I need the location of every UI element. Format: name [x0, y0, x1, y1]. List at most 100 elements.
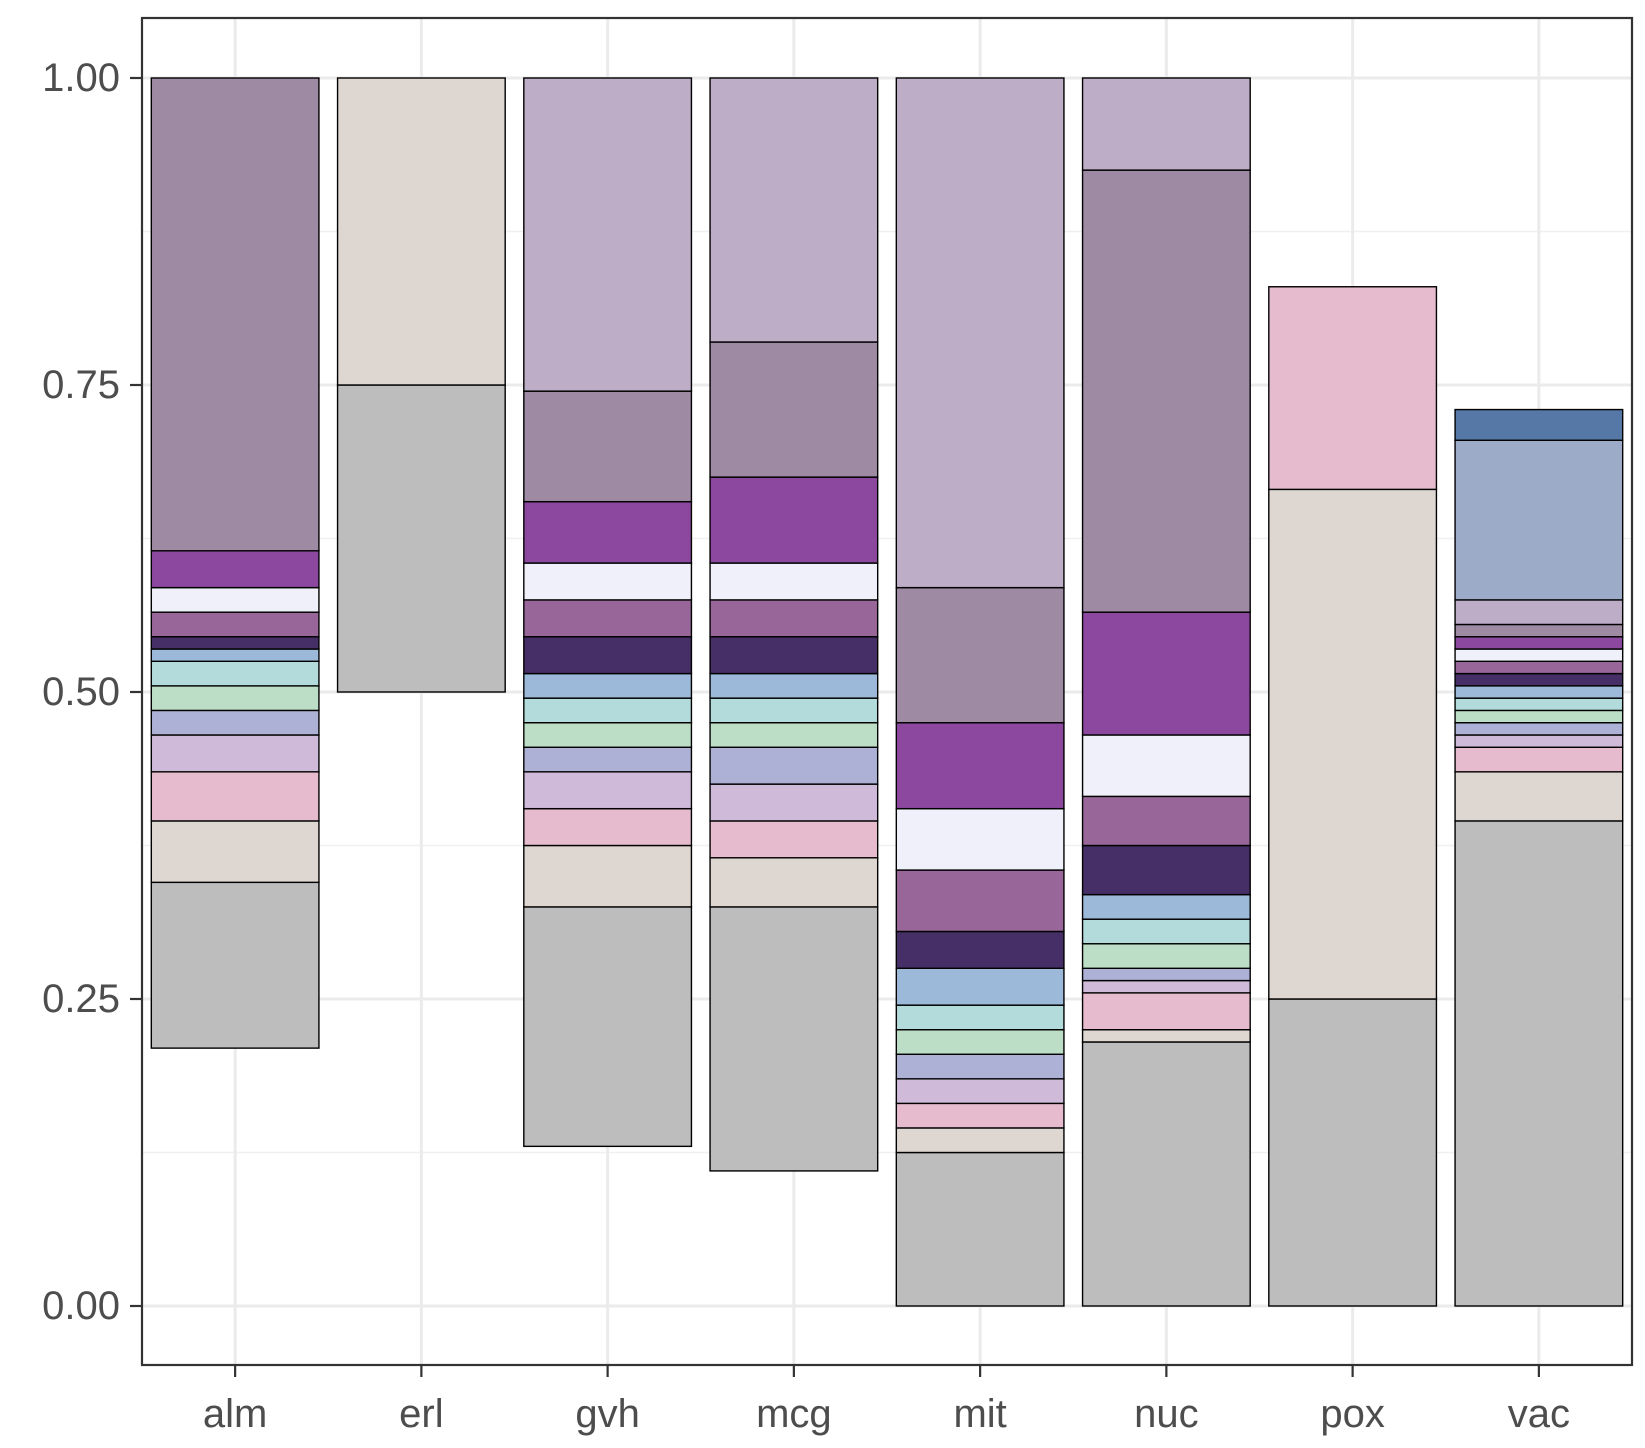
bar-segment — [709, 562, 879, 601]
bar-segment — [1081, 979, 1251, 994]
bar-segment — [1081, 992, 1251, 1031]
bar-segment — [709, 636, 879, 675]
bar-segment — [1454, 685, 1624, 699]
bar-segment — [709, 722, 879, 748]
bar-vac — [1454, 408, 1624, 1307]
y-tick-label: 0.50 — [42, 670, 120, 714]
bar-segment — [150, 771, 320, 822]
bar-segment — [1081, 795, 1251, 847]
bar-segment — [150, 648, 320, 663]
bar-segment — [1081, 1041, 1251, 1307]
bar-segment — [150, 820, 320, 884]
bar-segment — [1454, 820, 1624, 1307]
bar-segment — [709, 820, 879, 859]
bar-segment — [1454, 771, 1624, 822]
x-axis: alm erl gvh mcg mit nuc pox vac — [203, 1365, 1570, 1436]
bar-segment — [150, 586, 320, 613]
bar-segment — [1454, 746, 1624, 773]
bar-segment — [1454, 709, 1624, 724]
x-tick-label-mit: mit — [953, 1392, 1006, 1436]
bar-segment — [523, 906, 693, 1148]
bar-segment — [895, 77, 1065, 589]
bar-segment — [1454, 722, 1624, 736]
bar-segment — [1268, 998, 1438, 1307]
bar-segment — [1454, 672, 1624, 687]
bar-segment — [1081, 844, 1251, 896]
bar-segment — [895, 869, 1065, 933]
x-tick-label-mcg: mcg — [756, 1392, 832, 1436]
bar-segment — [1454, 697, 1624, 712]
bar-segment — [709, 746, 879, 785]
bar-segment — [523, 844, 693, 908]
bar-segment — [150, 636, 320, 650]
bar-segment — [895, 586, 1065, 724]
bar-segment — [895, 1127, 1065, 1154]
bar-segment — [523, 77, 693, 392]
x-tick-label-alm: alm — [203, 1392, 267, 1436]
bar-segment — [523, 500, 693, 564]
bar-segment — [1454, 599, 1624, 626]
bar-segment — [895, 967, 1065, 1006]
x-tick-label-vac: vac — [1508, 1392, 1570, 1436]
bar-segment — [1268, 286, 1438, 491]
bar-segment — [1081, 77, 1251, 171]
bar-gvh — [523, 77, 693, 1148]
bar-mit — [895, 77, 1065, 1307]
bar-segment — [895, 722, 1065, 810]
bar-segment — [1454, 648, 1624, 663]
bar-segment — [150, 550, 320, 589]
bar-segment — [709, 857, 879, 908]
bar-segment — [895, 1078, 1065, 1105]
bar-segment — [709, 599, 879, 638]
bar-segment — [523, 390, 693, 503]
bar-segment — [523, 746, 693, 773]
y-axis: 0.00 0.25 0.50 0.75 1.00 — [42, 56, 142, 1328]
bar-segment — [523, 562, 693, 601]
y-tick-label: 0.75 — [42, 363, 120, 407]
bars — [150, 77, 1624, 1307]
x-tick-label-nuc: nuc — [1134, 1392, 1199, 1436]
x-tick-label-gvh: gvh — [575, 1392, 640, 1436]
bar-segment — [1454, 734, 1624, 748]
x-tick-label-pox: pox — [1320, 1392, 1385, 1436]
bar-segment — [895, 1053, 1065, 1080]
bar-segment — [709, 77, 879, 343]
bar-segment — [709, 672, 879, 699]
bar-segment — [895, 1028, 1065, 1055]
bar-segment — [150, 611, 320, 638]
bar-segment — [150, 734, 320, 773]
bar-segment — [1081, 893, 1251, 920]
bar-segment — [1081, 1028, 1251, 1043]
bar-pox — [1268, 286, 1438, 1307]
bar-segment — [895, 1151, 1065, 1307]
bar-segment — [709, 476, 879, 564]
bar-segment — [1081, 611, 1251, 736]
bar-segment — [895, 930, 1065, 970]
bar-segment — [1454, 408, 1624, 441]
bar-segment — [1454, 636, 1624, 650]
bar-segment — [523, 697, 693, 724]
bar-erl — [336, 77, 506, 693]
bar-segment — [1081, 918, 1251, 945]
bar-segment — [150, 660, 320, 687]
bar-segment — [709, 783, 879, 822]
bar-segment — [150, 709, 320, 736]
y-tick-label: 1.00 — [42, 56, 120, 100]
bar-segment — [523, 722, 693, 748]
bar-segment — [523, 599, 693, 638]
bar-segment — [709, 341, 879, 478]
y-tick-label: 0.25 — [42, 977, 120, 1021]
bar-segment — [895, 1004, 1065, 1031]
bar-segment — [150, 77, 320, 552]
bar-mcg — [709, 77, 879, 1172]
bar-segment — [150, 881, 320, 1049]
bar-segment — [709, 906, 879, 1172]
bar-segment — [1081, 943, 1251, 969]
bar-segment — [1081, 169, 1251, 613]
bar-segment — [523, 807, 693, 847]
bar-segment — [150, 685, 320, 712]
bar-segment — [1454, 439, 1624, 601]
bar-segment — [1268, 488, 1438, 1000]
bar-segment — [1454, 660, 1624, 675]
